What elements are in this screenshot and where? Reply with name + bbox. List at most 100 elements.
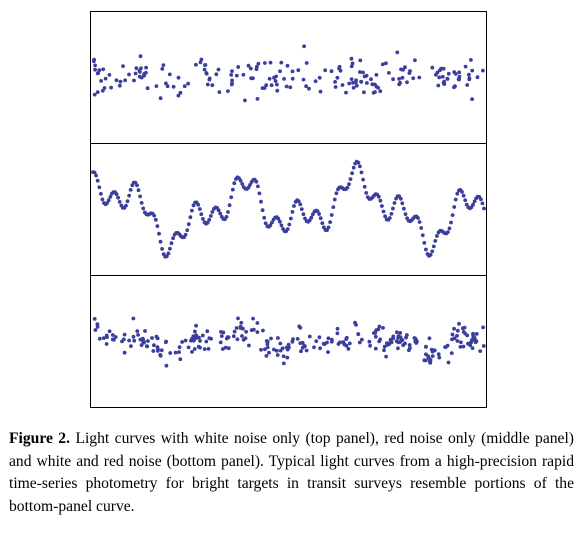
- data-point: [314, 339, 319, 343]
- data-point: [210, 210, 215, 214]
- data-point: [219, 334, 224, 338]
- data-point: [101, 67, 106, 72]
- data-point: [358, 70, 362, 74]
- data-point: [349, 77, 354, 81]
- data-point: [317, 75, 322, 80]
- data-point: [154, 334, 159, 339]
- data-point: [262, 86, 267, 90]
- data-point: [230, 187, 235, 192]
- data-point: [299, 349, 303, 354]
- data-point: [144, 65, 148, 70]
- data-point: [151, 349, 156, 353]
- data-point: [240, 182, 245, 186]
- data-point: [378, 89, 383, 94]
- data-point: [463, 64, 468, 69]
- data-point: [267, 76, 272, 81]
- data-point: [263, 347, 267, 352]
- data-point: [285, 355, 290, 360]
- data-point: [224, 215, 229, 219]
- data-point: [244, 329, 249, 334]
- data-point: [205, 220, 210, 225]
- data-point: [205, 82, 210, 87]
- data-point: [100, 197, 105, 202]
- data-point: [264, 354, 269, 358]
- data-point: [136, 188, 141, 193]
- data-point: [479, 197, 483, 202]
- data-point: [264, 83, 269, 88]
- data-point: [455, 333, 459, 338]
- data-point: [177, 345, 182, 350]
- data-point: [121, 64, 125, 68]
- data-point: [94, 173, 98, 178]
- data-point: [288, 85, 293, 90]
- data-point: [302, 44, 306, 49]
- data-point: [138, 337, 143, 342]
- data-point: [97, 185, 102, 190]
- data-point: [456, 77, 461, 82]
- data-point: [132, 78, 136, 83]
- data-point: [256, 184, 260, 189]
- data-point: [290, 339, 295, 344]
- data-point: [223, 345, 228, 350]
- data-point: [304, 348, 309, 353]
- data-point: [373, 90, 377, 94]
- data-point: [160, 67, 165, 71]
- data-point: [107, 329, 112, 334]
- data-point: [154, 84, 159, 88]
- data-point: [458, 345, 463, 349]
- data-point: [248, 66, 253, 71]
- data-point: [105, 201, 109, 206]
- data-point: [165, 84, 170, 89]
- data-point: [117, 200, 122, 204]
- data-point: [387, 71, 391, 75]
- data-point: [384, 354, 388, 359]
- data-point: [178, 357, 183, 362]
- data-point: [230, 78, 235, 83]
- data-point: [178, 90, 183, 95]
- data-point: [232, 329, 237, 334]
- data-point: [354, 322, 358, 327]
- data-point: [254, 179, 259, 184]
- data-point: [481, 68, 485, 73]
- data-point: [131, 334, 136, 339]
- data-point: [281, 354, 286, 359]
- data-point: [414, 341, 419, 345]
- data-point: [145, 344, 150, 349]
- data-point: [186, 81, 190, 86]
- data-point: [435, 70, 440, 75]
- data-point: [236, 316, 240, 321]
- data-point: [143, 329, 147, 333]
- data-point: [133, 71, 138, 76]
- data-point: [346, 347, 351, 351]
- data-point: [231, 334, 236, 339]
- data-point: [457, 321, 461, 326]
- data-point: [318, 89, 323, 94]
- data-point: [459, 340, 463, 345]
- data-point: [104, 342, 109, 346]
- data-point: [261, 328, 265, 333]
- data-point: [168, 351, 173, 355]
- data-point: [276, 336, 280, 340]
- data-point: [278, 341, 283, 346]
- data-point: [205, 329, 210, 334]
- data-point: [309, 215, 314, 220]
- data-point: [298, 202, 303, 207]
- data-point: [169, 241, 174, 246]
- data-point: [279, 60, 284, 65]
- data-point: [93, 67, 97, 72]
- data-point: [191, 334, 196, 339]
- data-point: [290, 210, 295, 214]
- data-point: [219, 330, 223, 334]
- data-point: [467, 76, 472, 81]
- panel-middle-red-noise: [91, 159, 486, 259]
- data-point: [251, 316, 256, 321]
- data-point: [361, 70, 365, 75]
- data-point: [326, 350, 330, 354]
- data-point: [284, 84, 289, 89]
- data-point: [473, 338, 477, 343]
- data-point: [461, 344, 466, 349]
- data-point: [100, 88, 105, 93]
- data-point: [400, 201, 405, 206]
- data-point: [470, 346, 475, 350]
- data-point: [142, 340, 146, 344]
